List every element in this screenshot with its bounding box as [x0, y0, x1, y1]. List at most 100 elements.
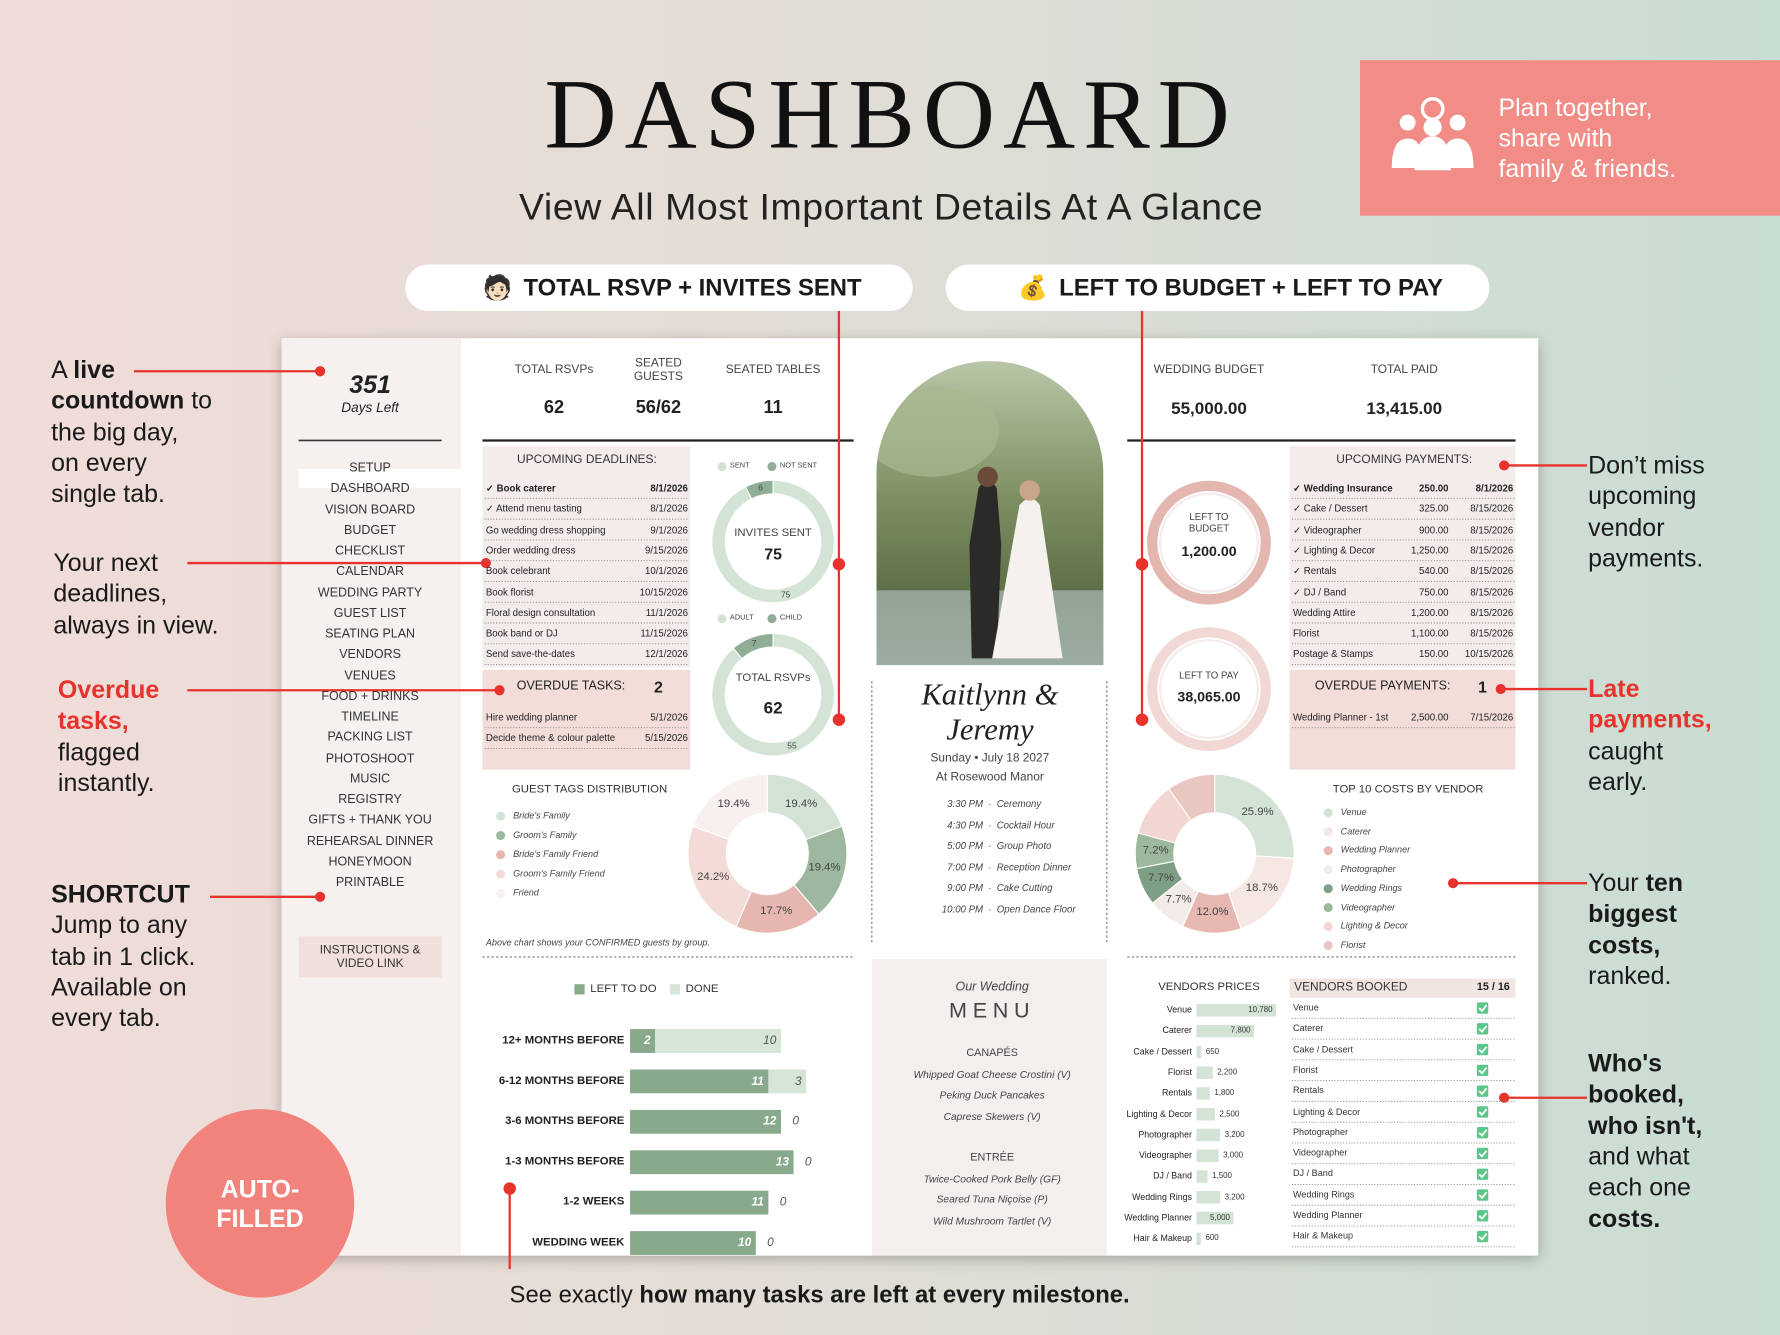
- bar-label: 3: [794, 1074, 802, 1088]
- bar-segment: [630, 1150, 794, 1175]
- bar-label: 13: [775, 1155, 790, 1169]
- text-segment: who isn't,: [1588, 1110, 1703, 1140]
- text-segment: vendor: [1588, 512, 1665, 542]
- text-segment: upcoming: [1588, 481, 1697, 511]
- pill-bg: [945, 264, 1490, 312]
- text-segment: Don’t miss: [1588, 450, 1705, 480]
- bar-label: 10: [738, 1235, 752, 1250]
- bar: [1196, 1211, 1234, 1225]
- callout-line: single tab.: [51, 481, 165, 507]
- pill-icon: 🧑🏻: [482, 275, 513, 302]
- booked-check: [1476, 1002, 1489, 1014]
- text-segment: costs,: [1588, 930, 1661, 959]
- payment-amount: 1,200.00: [1410, 606, 1449, 619]
- callout-line: A live: [51, 357, 115, 383]
- segment-label: 7.7%: [1165, 893, 1192, 907]
- booked-count: 15 / 16: [1476, 981, 1510, 994]
- text-segment: how many tasks are left at every milesto…: [639, 1282, 1130, 1309]
- deadline-date: 8/1/2026: [650, 502, 688, 515]
- callout-line: tasks,: [58, 708, 129, 734]
- schedule-event: Ceremony: [996, 797, 1042, 810]
- donut-center-value: 62: [763, 698, 783, 719]
- callout-dot: [1495, 683, 1506, 695]
- schedule-separator: ·: [988, 902, 992, 915]
- legend-swatch: [1323, 865, 1333, 875]
- callout-line: payments,: [1588, 707, 1712, 733]
- callout-line: on every: [51, 450, 147, 476]
- donut-center-label: INVITES SENT: [734, 526, 812, 540]
- booked-check: [1476, 1106, 1489, 1118]
- legend-swatch: [574, 984, 585, 995]
- booked-vendor: Florist: [1292, 1064, 1318, 1075]
- menu-item: Caprese Skewers (V): [943, 1110, 1041, 1122]
- booked-vendor: Videographer: [1292, 1147, 1348, 1159]
- legend-swatch: [1323, 808, 1333, 818]
- callout-line: costs,: [1588, 930, 1661, 959]
- check-mark: [1478, 1066, 1488, 1075]
- callout-line: always in view.: [53, 610, 219, 639]
- booked-vendor: Wedding Rings: [1292, 1189, 1355, 1200]
- deadline-date: 10/15/2026: [639, 586, 688, 598]
- deadline-task: Floral design consultation: [485, 606, 596, 619]
- text-segment: countdown: [51, 386, 185, 415]
- nav-item: PRINTABLE: [335, 875, 405, 890]
- overdue-box: [482, 669, 691, 770]
- check-mark: [1478, 1150, 1488, 1158]
- stat-value: 55,000.00: [1171, 399, 1247, 419]
- text-segment: always in view.: [53, 610, 219, 639]
- callout-dot: [315, 891, 326, 902]
- booked-vendor: Lighting & Decor: [1292, 1106, 1361, 1117]
- callout-line: every tab.: [51, 1003, 161, 1033]
- countdown-label: Days Left: [341, 399, 399, 416]
- nav-item: GIFTS + THANK YOU: [308, 813, 432, 828]
- deadline-task: Go wedding dress shopping: [485, 523, 606, 536]
- schedule-separator: ·: [988, 818, 992, 831]
- couple-name: Jeremy: [946, 712, 1034, 747]
- legend-swatch: [669, 984, 680, 995]
- legend-swatch: [767, 614, 777, 624]
- callout-line: biggest: [1588, 901, 1677, 927]
- box-title: UPCOMING DEADLINES:: [517, 452, 657, 467]
- text-segment: flagged: [57, 737, 140, 766]
- booked-check: [1476, 1064, 1489, 1077]
- overdue-vendor: Wedding Planner - 1st: [1292, 711, 1389, 723]
- donut-segment: [732, 632, 774, 660]
- ring-label: LEFT TO PAY: [1179, 669, 1239, 681]
- donut-segment: [711, 479, 835, 604]
- text-segment: every tab.: [51, 1003, 161, 1033]
- sidebar: [281, 338, 461, 1256]
- auto-badge-text: AUTO-: [220, 1174, 300, 1204]
- bar: [1196, 1045, 1202, 1059]
- vendor-label: DJ / Band: [1153, 1170, 1192, 1182]
- pill-bg: [405, 264, 913, 312]
- text-segment: Late: [1588, 674, 1640, 703]
- wedding-date: Sunday • July 18 2027: [930, 751, 1050, 765]
- bar-segment: [768, 1069, 807, 1094]
- text-segment: Your next: [53, 548, 158, 577]
- nav-item: CHECKLIST: [335, 544, 406, 558]
- segment-label: 19.4%: [717, 798, 750, 811]
- legend-swatch: [496, 811, 506, 821]
- menu-item: Wild Mushroom Tartlet (V): [933, 1214, 1052, 1227]
- box-title: VENDORS BOOKED: [1294, 980, 1408, 995]
- legend-swatch: [1323, 884, 1333, 894]
- donut-segment: [692, 773, 768, 841]
- share-text: Plan together,: [1498, 93, 1653, 122]
- deadline-task: Order wedding dress: [485, 544, 576, 556]
- legend-swatch: [496, 830, 506, 841]
- check-mark: [1478, 1129, 1488, 1137]
- payment-vendor: ✓ Cake / Dessert: [1292, 502, 1368, 515]
- payment-date: 8/15/2026: [1470, 565, 1514, 577]
- nav-item: SETUP: [349, 461, 391, 476]
- vendor-label: Venue: [1166, 1004, 1192, 1015]
- bar-label: 1,500: [1212, 1172, 1232, 1181]
- schedule-time: 5:00 PM: [947, 839, 984, 852]
- schedule-separator: ·: [988, 860, 992, 873]
- schedule-time: 3:30 PM: [947, 797, 984, 810]
- segment-label: 24.2%: [697, 870, 730, 883]
- overdue-date: 5/15/2026: [644, 732, 688, 744]
- payment-vendor: ✓ Wedding Insurance: [1292, 482, 1393, 494]
- check-mark: [1478, 1087, 1488, 1096]
